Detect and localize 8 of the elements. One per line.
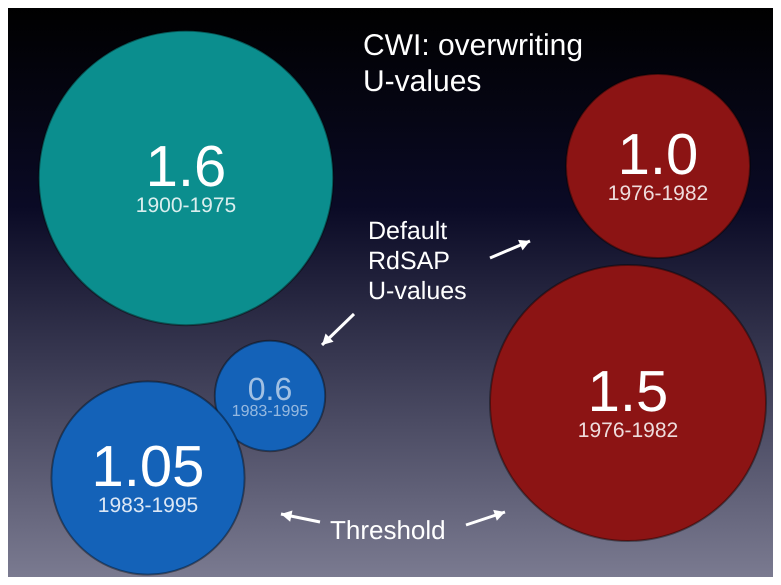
category-label: 1983-1995 [232,403,308,420]
category-label: 1983-1995 [98,494,198,517]
category-label: 1900-1975 [136,194,236,217]
text: CWI: overwriting U-values [363,28,584,100]
text: Default RdSAP U-values [368,216,468,306]
category-label: 1976-1982 [608,182,708,205]
category-label: 1976-1982 [578,419,678,442]
text: Threshold [330,515,446,546]
